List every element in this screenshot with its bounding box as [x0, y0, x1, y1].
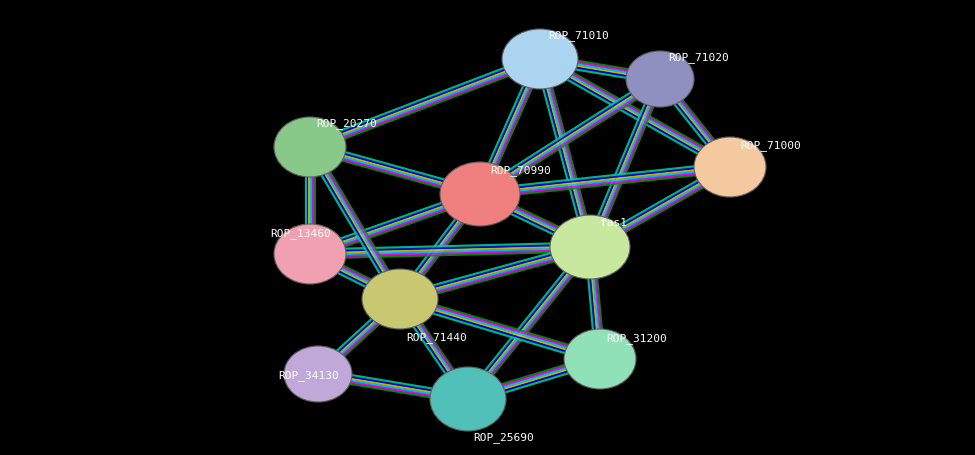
- Ellipse shape: [502, 30, 578, 90]
- Ellipse shape: [362, 269, 438, 329]
- Ellipse shape: [274, 224, 346, 284]
- Text: fas1: fas1: [600, 217, 627, 228]
- Ellipse shape: [626, 52, 694, 108]
- Text: ROP_34130: ROP_34130: [278, 369, 338, 380]
- Text: ROP_13460: ROP_13460: [270, 228, 331, 238]
- Ellipse shape: [274, 118, 346, 177]
- Ellipse shape: [440, 162, 520, 227]
- Ellipse shape: [430, 367, 506, 431]
- Text: ROP_20270: ROP_20270: [316, 118, 376, 129]
- Text: ROP_31200: ROP_31200: [606, 332, 667, 343]
- Text: ROP_71010: ROP_71010: [548, 30, 608, 41]
- Text: ROP_71020: ROP_71020: [668, 52, 728, 63]
- Text: ROP_70990: ROP_70990: [490, 165, 551, 176]
- Ellipse shape: [284, 346, 352, 402]
- Text: ROP_71440: ROP_71440: [406, 331, 467, 342]
- Text: ROP_71000: ROP_71000: [740, 140, 800, 151]
- Ellipse shape: [550, 216, 630, 279]
- Ellipse shape: [694, 138, 766, 197]
- Text: ROP_25690: ROP_25690: [473, 431, 533, 442]
- Ellipse shape: [564, 329, 636, 389]
